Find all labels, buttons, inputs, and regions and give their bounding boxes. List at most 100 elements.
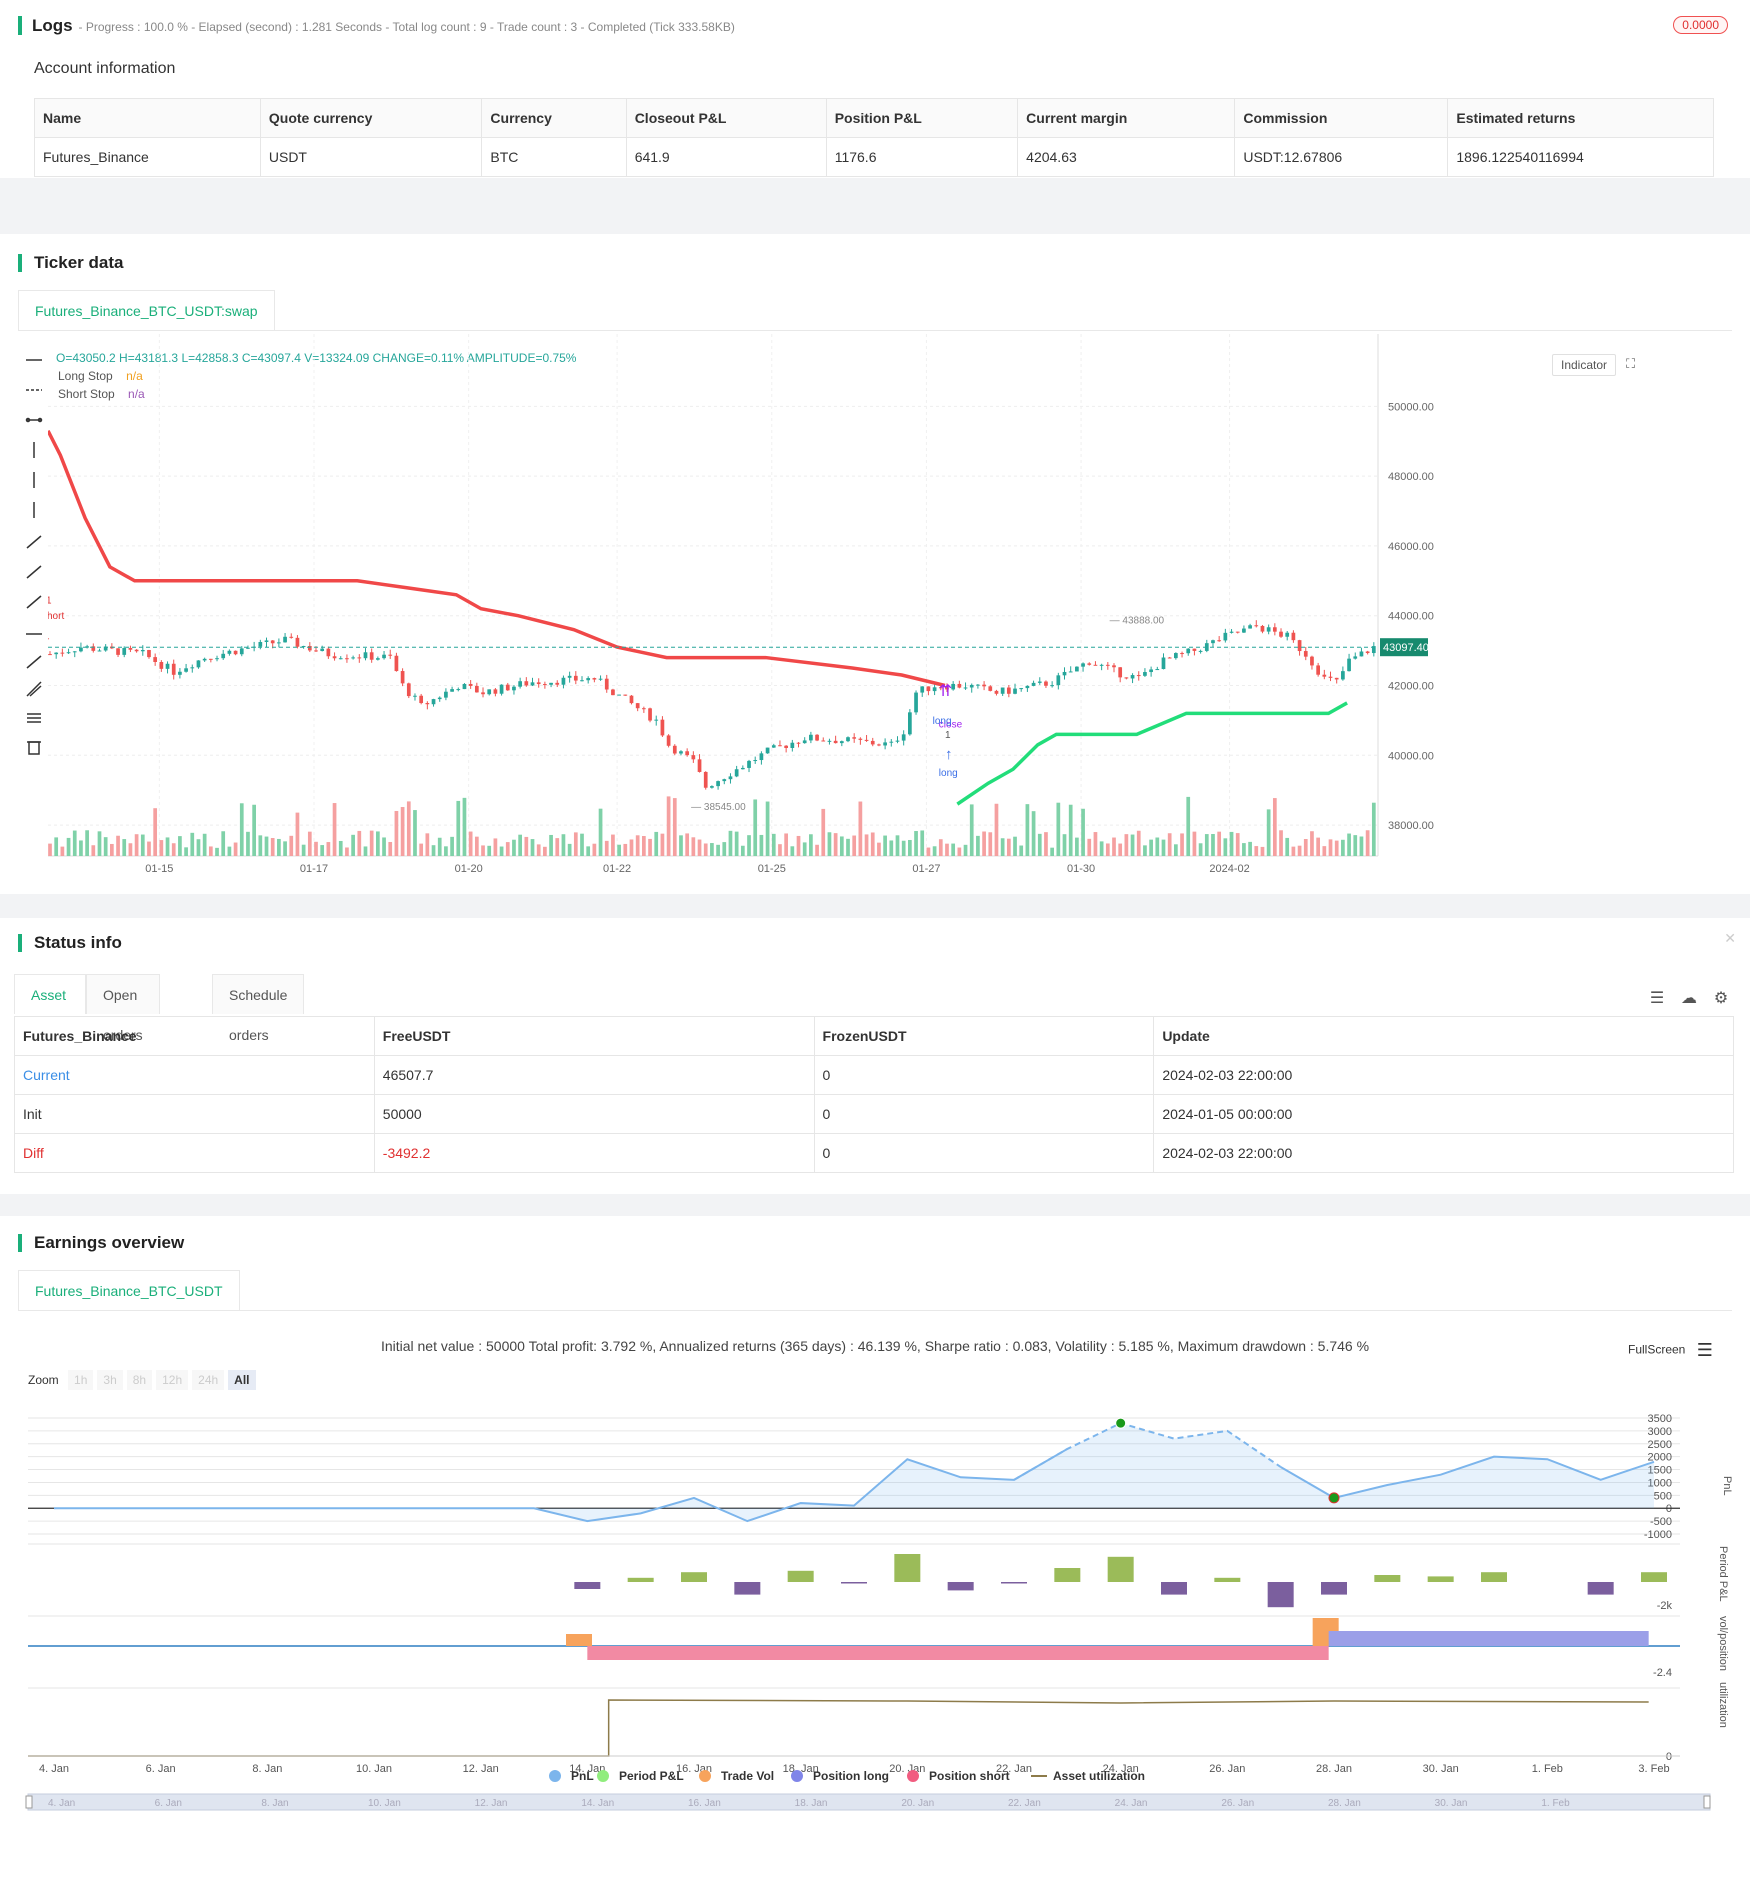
tab-earnings-symbol[interactable]: Futures_Binance_BTC_USDT	[18, 1270, 240, 1310]
x-tick-label: 20. Jan	[889, 1763, 925, 1775]
zoom-24h-button[interactable]: 24h	[192, 1370, 225, 1390]
candle-body	[215, 658, 219, 660]
navigator-tick: 26. Jan	[1221, 1798, 1254, 1809]
fullscreen-button[interactable]: FullScreen ☰	[1628, 1340, 1713, 1361]
cloud-icon[interactable]: ☁	[1681, 990, 1697, 1007]
legend-marker	[699, 1770, 711, 1782]
expand-icon[interactable]: ⛶	[1626, 356, 1636, 371]
candle-body	[1310, 656, 1314, 666]
zoom-1h-button[interactable]: 1h	[68, 1370, 94, 1390]
volume-bar	[1347, 833, 1351, 856]
volume-bar	[642, 836, 646, 856]
max-point	[1115, 1417, 1127, 1429]
volume-bar	[1353, 835, 1358, 856]
candle-body	[623, 694, 628, 696]
candle-body	[363, 652, 368, 659]
navigator-tick: 24. Jan	[1115, 1798, 1148, 1809]
volume-bar	[604, 840, 609, 856]
candle-body	[140, 649, 145, 652]
x-tick-label: 01-17	[300, 863, 328, 875]
volume-bar	[153, 808, 158, 856]
candle-body	[79, 647, 83, 652]
volume-bar	[740, 845, 745, 856]
candle-body	[444, 691, 448, 698]
volume-bar	[809, 834, 813, 856]
volume-bar	[635, 835, 640, 856]
asset-cell-2: 0	[813, 1055, 1155, 1095]
candle-body	[1365, 651, 1370, 654]
earnings-chart[interactable]: 3500300025002000150010005000-500-1000PnL…	[0, 1406, 1750, 1866]
zoom-12h-button[interactable]: 12h	[156, 1370, 189, 1390]
volume-bar	[691, 837, 696, 856]
asset-cell-0[interactable]: Current	[14, 1055, 375, 1095]
candle-body	[165, 663, 170, 669]
candle-body	[178, 671, 182, 675]
volume-bar	[728, 830, 733, 856]
menu-icon[interactable]: ☰	[1696, 1340, 1713, 1360]
zoom-all-button[interactable]: All	[228, 1370, 256, 1390]
tab-open-orders[interactable]: Open orders	[86, 974, 160, 1043]
volume-bar	[685, 833, 690, 856]
volume-bar	[1279, 830, 1283, 856]
volume-bar	[450, 836, 454, 856]
zoom-label: Zoom	[28, 1373, 59, 1387]
zoom-8h-button[interactable]: 8h	[126, 1370, 153, 1390]
volume-bar	[580, 833, 584, 856]
position-short-bar	[587, 1646, 1329, 1660]
period-pnl-bar	[1321, 1582, 1347, 1595]
volume-bar	[938, 839, 943, 856]
volume-bar	[202, 833, 207, 856]
volume-bar	[1087, 838, 1092, 856]
ohlc-readout: O=43050.2 H=43181.3 L=42858.3 C=43097.4 …	[56, 351, 577, 365]
tab-schedule-orders[interactable]: Schedule orders	[212, 974, 305, 1043]
volume-bar	[1075, 837, 1079, 856]
x-tick-label: 01-30	[1067, 863, 1095, 875]
candlestick-chart[interactable]: 50000.00 48000.00 46000.00 44000.00 42000.00…	[48, 334, 1748, 894]
asset-cell-3: 2024-02-03 22:00:00	[1153, 1055, 1734, 1095]
account-table: Name Quote currency Currency Closeout P&L Po…	[34, 98, 1714, 177]
period-pnl-bar	[574, 1582, 601, 1589]
account-cell-6: USDT:12.67806	[1234, 137, 1449, 177]
period-pnl-bar	[1001, 1582, 1027, 1584]
indicator-button[interactable]: Indicator	[1552, 354, 1617, 376]
x-tick-label: 22. Jan	[996, 1763, 1032, 1775]
tab-asset[interactable]: Asset	[14, 974, 86, 1014]
asset-cell-2: 0	[813, 1133, 1155, 1173]
candle-body	[660, 719, 665, 736]
volume-bar	[1204, 834, 1209, 856]
volume-bar	[1155, 837, 1160, 856]
position-long-bar	[1328, 1631, 1649, 1646]
x-tick-label: 2024-02	[1209, 863, 1249, 875]
utilization-line	[28, 1699, 1649, 1757]
volume-bar	[394, 810, 399, 856]
candle-body	[945, 687, 949, 690]
account-cell-5: 4204.63	[1017, 137, 1236, 177]
drawing-tools-icons[interactable]	[24, 352, 44, 802]
gear-icon[interactable]: ⚙	[1713, 990, 1729, 1007]
volume-bar	[382, 837, 386, 856]
price-tag: 43097.40	[1383, 642, 1429, 654]
volume-bar	[1359, 836, 1364, 856]
candle-body	[809, 734, 813, 741]
logs-panel: Logs - Progress : 100.0 % - Elapsed (sec…	[0, 0, 1750, 178]
legend-long-stop-name: Long Stop	[58, 369, 113, 383]
volume-bar	[1310, 831, 1314, 856]
volume-bar	[1303, 839, 1308, 856]
candle-body	[1254, 625, 1259, 627]
candle-body	[784, 745, 788, 748]
x-tick-label: 30. Jan	[1423, 1763, 1459, 1775]
x-tick-label: 24. Jan	[1103, 1763, 1139, 1775]
pnl-y-tick: -500	[1650, 1516, 1672, 1528]
candle-body	[765, 747, 770, 754]
candle-body	[796, 742, 801, 744]
zoom-3h-button[interactable]: 3h	[97, 1370, 123, 1390]
close-icon[interactable]: ✕	[1724, 930, 1736, 946]
tab-ticker-symbol[interactable]: Futures_Binance_BTC_USDT:swap	[18, 290, 275, 330]
volume-bar	[91, 845, 96, 856]
candle-body	[345, 658, 349, 660]
candle-body	[66, 652, 71, 654]
volume-bar	[592, 843, 597, 856]
volume-bar	[827, 832, 832, 856]
list-icon[interactable]: ☰	[1649, 990, 1665, 1007]
volume-bar	[802, 842, 807, 856]
